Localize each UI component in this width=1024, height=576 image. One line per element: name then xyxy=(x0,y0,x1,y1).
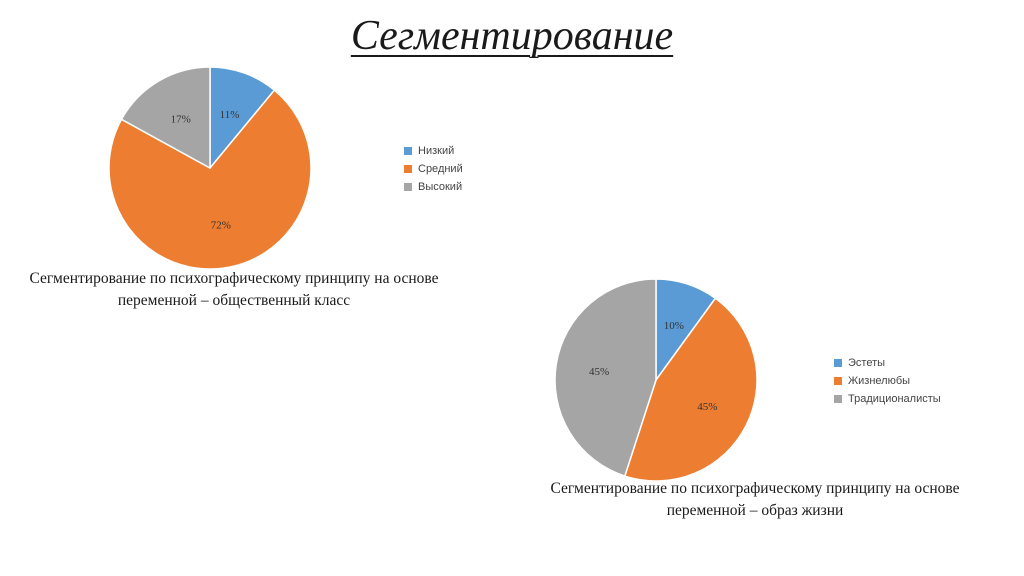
slide-title-text: Сегментирование xyxy=(350,13,674,59)
legend-item-high: Высокий xyxy=(404,178,463,196)
pie-data-label-traditionalists: 45% xyxy=(589,366,609,378)
pie-slice-middle xyxy=(108,89,312,270)
legend-social-class: Низкий Средний Высокий xyxy=(404,142,463,196)
caption-lifestyle: Сегментирование по психографическому при… xyxy=(550,480,960,519)
pie-slice-life-lovers xyxy=(623,297,758,482)
pie-data-label-life-lovers: 45% xyxy=(697,401,717,413)
legend-label-aesthetes: Эстеты xyxy=(848,357,886,369)
pie-slice-high xyxy=(120,66,211,170)
legend-label-traditionalists: Традиционалисты xyxy=(848,393,941,405)
legend-item-middle: Средний xyxy=(404,160,463,178)
legend-swatch-life-lovers xyxy=(834,377,842,385)
legend-label-middle: Средний xyxy=(418,163,463,175)
legend-label-life-lovers: Жизнелюбы xyxy=(848,375,911,387)
pie-slice-traditionalists xyxy=(554,278,657,478)
legend-item-life-lovers: Жизнелюбы xyxy=(834,372,941,390)
legend-item-low: Низкий xyxy=(404,142,463,160)
pie-data-label-middle: 72% xyxy=(211,220,231,232)
legend-label-low: Низкий xyxy=(418,145,455,157)
legend-item-traditionalists: Традиционалисты xyxy=(834,390,941,408)
pie-slice-low xyxy=(209,66,276,171)
legend-swatch-middle xyxy=(404,165,412,173)
slide-title: Сегментирование xyxy=(0,12,1024,60)
pie-chart-social-class: 11% 72% 17% xyxy=(108,66,312,270)
pie-data-label-high: 17% xyxy=(171,113,191,125)
pie-chart-lifestyle: 10% 45% 45% xyxy=(554,278,758,482)
legend-swatch-low xyxy=(404,147,412,155)
caption-social-class: Сегментирование по психографическому при… xyxy=(29,270,439,309)
legend-lifestyle: Эстеты Жизнелюбы Традиционалисты xyxy=(834,354,941,408)
legend-swatch-high xyxy=(404,183,412,191)
pie-data-label-low: 11% xyxy=(220,109,240,121)
legend-swatch-traditionalists xyxy=(834,395,842,403)
legend-label-high: Высокий xyxy=(418,181,463,193)
pie-data-label-aesthetes: 10% xyxy=(664,320,684,332)
legend-item-aesthetes: Эстеты xyxy=(834,354,941,372)
legend-swatch-aesthetes xyxy=(834,359,842,367)
